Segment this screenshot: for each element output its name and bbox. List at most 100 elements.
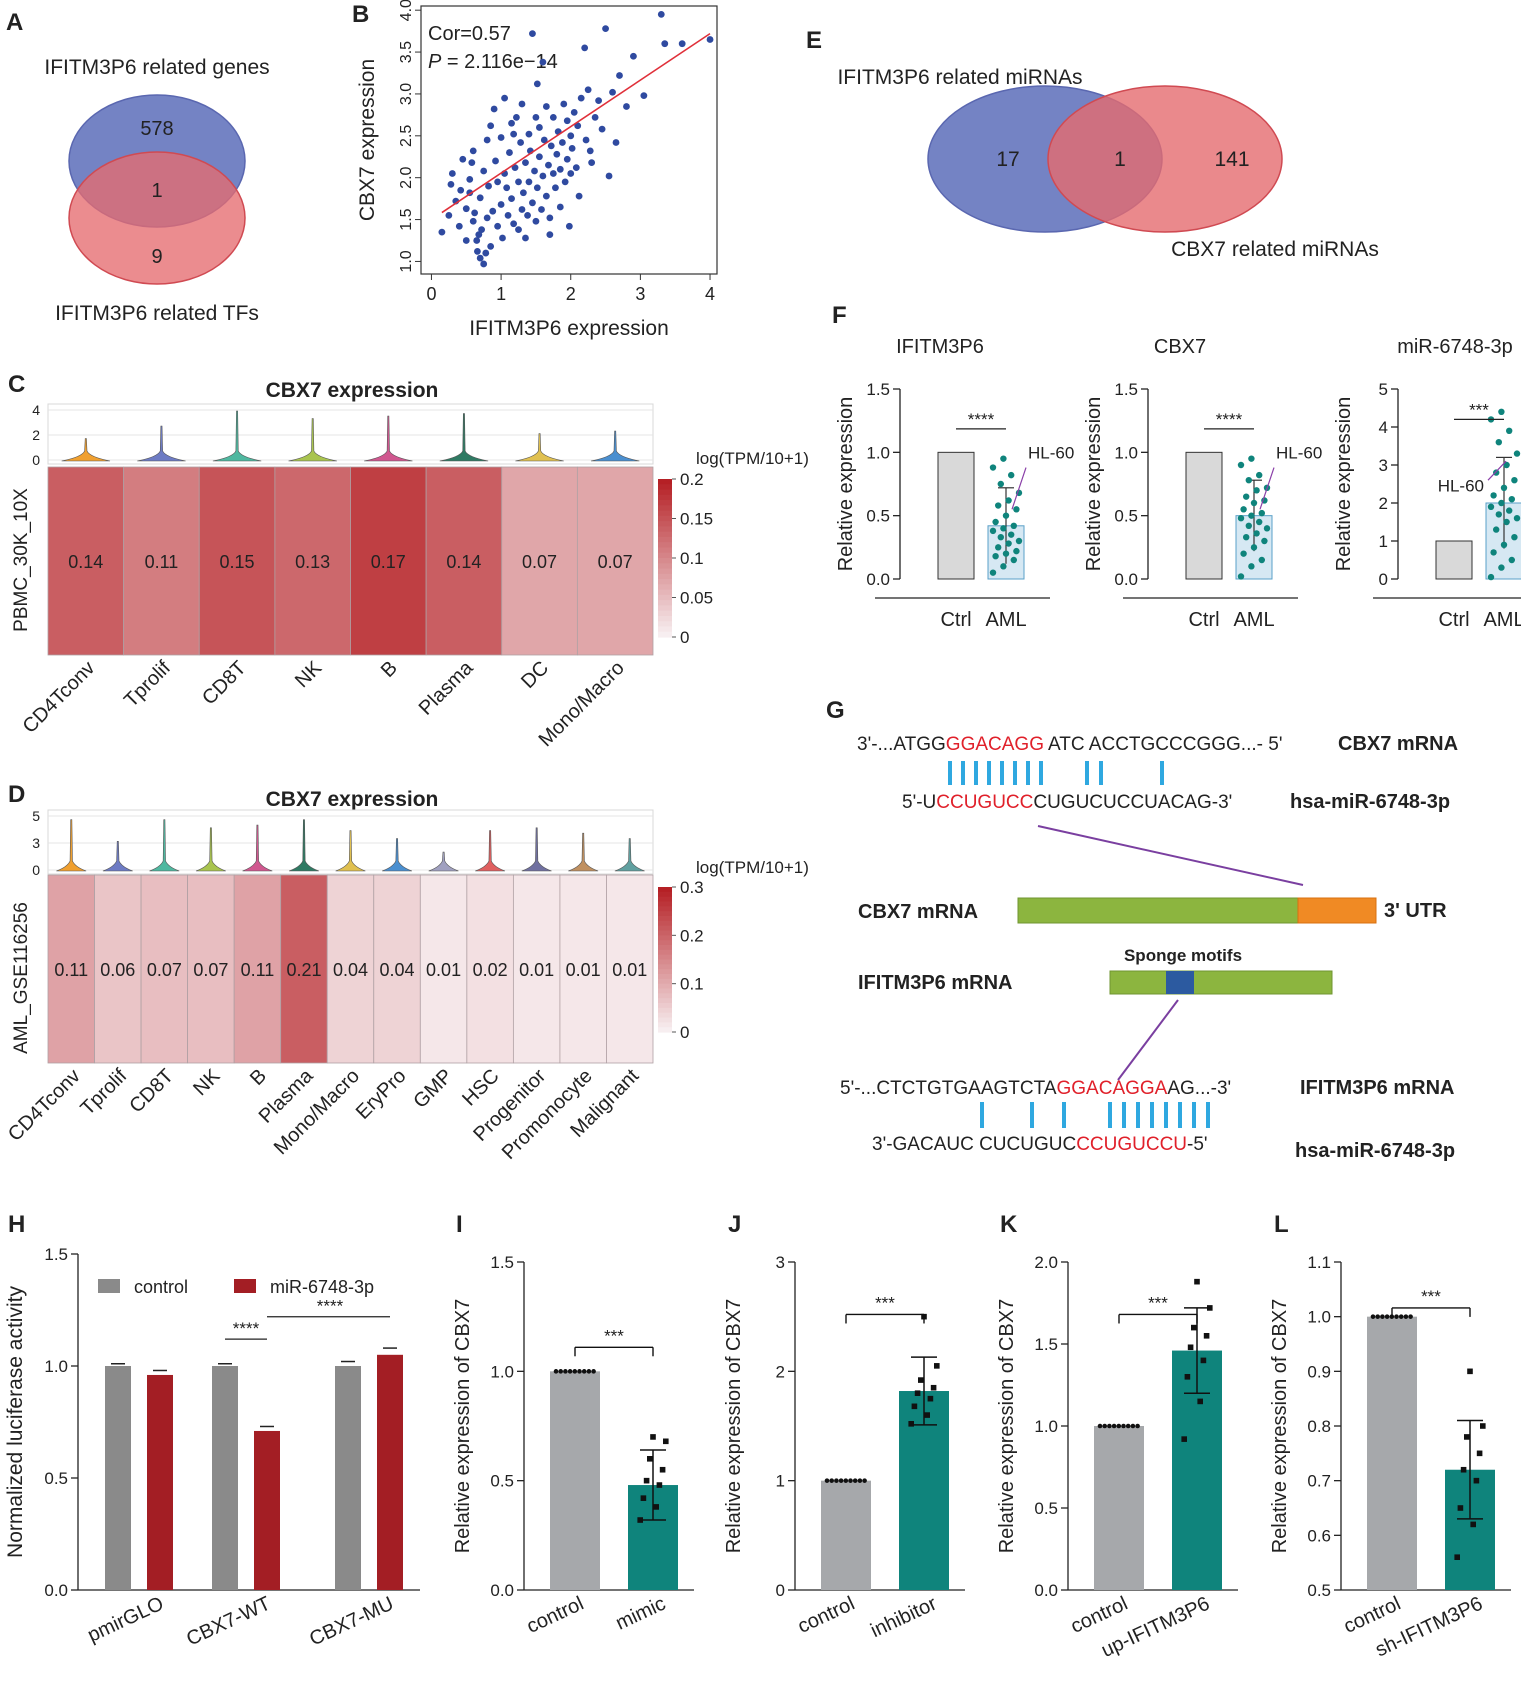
bar-f3-ytick-label: 2 — [1379, 494, 1388, 513]
bar-f3-ytick-label: 0 — [1379, 570, 1388, 589]
bar-f1-point — [995, 544, 1002, 551]
bar-f3-xlabel: Ctrl — [1438, 609, 1469, 631]
heatC-heat-value: 0.17 — [371, 552, 406, 572]
scatter-b-point — [499, 234, 506, 242]
bar-i-ytick-label: 1.0 — [490, 1362, 514, 1381]
scatter-b-ytick-label: 3.5 — [398, 41, 415, 63]
bar-h-ytick-label: 0.5 — [44, 1469, 68, 1488]
bar-k-point-treatment — [1181, 1436, 1187, 1442]
scatter-b-point — [448, 170, 456, 177]
scatter-b-point — [563, 155, 571, 163]
scatter-b-point — [447, 180, 455, 188]
scatter-b-point — [475, 231, 483, 239]
heatC-violin-frame — [47, 403, 654, 465]
bar-i-point-treatment — [643, 1477, 650, 1484]
heatC-colorbar-step — [658, 605, 672, 612]
heatC-heat-cell — [425, 466, 503, 656]
bar-j-point-treatment — [927, 1395, 934, 1402]
bar-i-point-treatment — [656, 1482, 663, 1488]
scatter-b-point — [476, 254, 484, 262]
heatD-colorbar-step — [658, 887, 672, 893]
heatD-heat-cell — [466, 874, 514, 1064]
heatC-colorbar-step — [658, 563, 672, 570]
heatC-heat-cell — [350, 466, 427, 656]
bar-f2-point — [1245, 477, 1253, 484]
bar-f2-title: CBX7 — [1154, 336, 1206, 358]
seq-cbx7-mrna-label: CBX7 mRNA — [1338, 733, 1458, 755]
bar-f3-point — [1503, 518, 1510, 526]
venn-a-tfs-count: 9 — [151, 246, 162, 268]
bar-f2-point — [1237, 573, 1245, 580]
scatter-b-point — [612, 139, 620, 146]
scatter-b-point — [567, 132, 575, 140]
heatC-colorbar-step — [658, 510, 672, 517]
bar-h-ytick-label: 0.0 — [44, 1581, 68, 1600]
scatter-b-point — [510, 220, 518, 228]
bar-f1-point — [1000, 525, 1007, 532]
bar-i-point-treatment — [650, 1434, 656, 1440]
heatC-colorbar-tick-label: 0 — [680, 628, 689, 647]
scatter-b-ytick-label: 1.0 — [398, 250, 415, 272]
scatter-b-point — [510, 130, 518, 138]
heatD-colorbar-step — [658, 954, 672, 961]
heatD-violin-tick-label: 3 — [32, 835, 40, 851]
scatter-b-point — [459, 155, 467, 163]
ifitm-mrna-bar — [1109, 970, 1333, 995]
heatD-violin — [149, 819, 180, 872]
heatC-colorbar-step — [658, 584, 672, 591]
scatter-b-ytick-label: 2.0 — [398, 166, 415, 188]
bar-f1-point — [1002, 512, 1010, 519]
scatter-b-point — [519, 189, 527, 197]
scatter-b-point — [469, 217, 477, 225]
heatC-colorbar-step — [658, 500, 672, 506]
scatter-b-point — [494, 178, 502, 186]
bar-l-point-control — [1370, 1314, 1376, 1319]
panel-letter-a: A — [6, 9, 23, 36]
bar-f1-sig-label: **** — [968, 410, 995, 429]
heatD-colorbar-step — [658, 920, 672, 927]
heatD-colorbar-tick-label: 0.3 — [680, 878, 704, 897]
scatter-b-point — [542, 103, 550, 110]
heatD-heat-value: 0.01 — [519, 960, 554, 980]
scatter-b-point — [513, 113, 520, 121]
bar-f1-point — [1010, 522, 1017, 529]
scatter-b-point — [574, 122, 582, 130]
scatter-b-point — [529, 30, 536, 38]
bar-l-point-control — [1380, 1314, 1385, 1319]
scatter-b-point — [455, 222, 463, 230]
heatC-colorbar-step — [658, 484, 672, 491]
bar-panels-ijkl: Relative expression of CBX7 0.0 0.5 1.0 1.5 *… — [452, 1253, 1511, 1662]
bar-h-ytick-label: 1.5 — [44, 1245, 68, 1264]
bar-f1-point — [1013, 547, 1020, 555]
heatC-heat-value: 0.07 — [598, 552, 633, 572]
ifitm-mrna-bar-label: IFITM3P6 mRNA — [858, 972, 1012, 994]
scatter-b-point — [661, 40, 669, 48]
scatter-b-point — [616, 72, 623, 79]
heatC-category-label: Tprolif — [120, 657, 175, 712]
bar-i-ytick-label: 0.5 — [490, 1472, 514, 1491]
bar-f2-point — [1245, 522, 1253, 529]
bar-f1-point — [989, 464, 997, 471]
heatD-category-label: EryPro — [352, 1065, 411, 1124]
scatter-b-point — [483, 214, 491, 222]
bar-h-legend-swatch — [98, 1279, 120, 1293]
bar-l-ytick-label: 0.5 — [1307, 1581, 1331, 1600]
scatter-b-point — [552, 184, 559, 192]
bar-l-point-treatment — [1457, 1505, 1464, 1511]
bar-f2-ytick-label: 1.5 — [1114, 380, 1138, 399]
bar-f2-point — [1250, 544, 1258, 551]
heatC-colorbar-step — [658, 479, 672, 485]
bar-f1-point — [997, 480, 1004, 488]
bar-i-ytick-label: 1.5 — [490, 1253, 514, 1272]
heatC-colorbar-tick-label: 0.15 — [680, 510, 713, 529]
venn-a: IFITM3P6 related genes 578 1 9 IFITM3P6 … — [44, 56, 269, 325]
bar-j-point-treatment — [930, 1384, 937, 1391]
bar-j-point-treatment — [934, 1363, 940, 1369]
bar-i-point-control — [586, 1369, 592, 1374]
utr-label: 3' UTR — [1384, 900, 1447, 922]
scatter-b-point — [545, 161, 552, 169]
venn-e-bottom-label: CBX7 related miRNAs — [1171, 238, 1379, 261]
bar-f2-point — [1240, 550, 1247, 557]
scatter-b-point — [567, 170, 575, 177]
panel-letter-k: K — [1000, 1211, 1018, 1238]
